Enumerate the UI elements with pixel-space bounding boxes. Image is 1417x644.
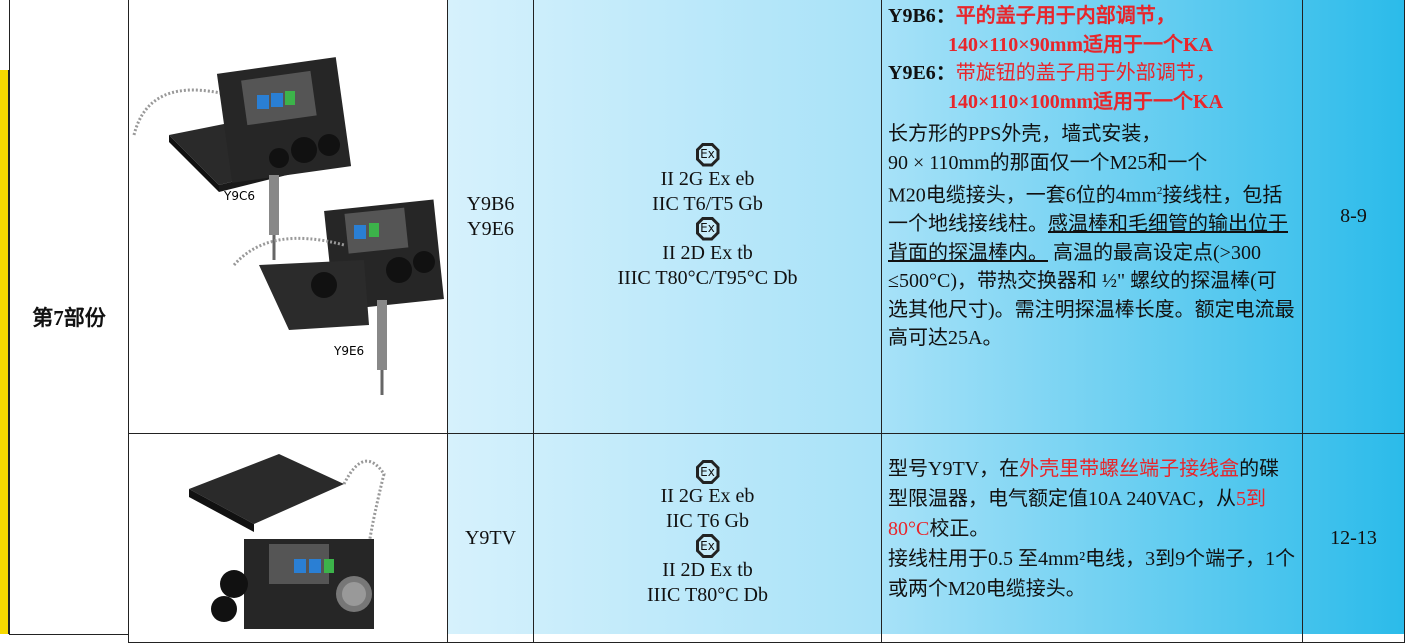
cert-line: II 2D Ex tb <box>662 559 753 581</box>
pages: 12-13 <box>1330 526 1377 549</box>
desc-text: 5到80°C <box>888 488 1266 540</box>
ex-mark: Ex <box>695 216 720 241</box>
desc-text: Y9B6： <box>888 5 956 27</box>
desc-text: M20电缆接头，一套6位的4mm <box>888 184 1157 207</box>
device-y9c6: Y9C6 <box>132 57 352 260</box>
cert-cell: Ex II 2G Ex eb IIC T6/T5 Gb Ex II 2D Ex … <box>533 0 882 434</box>
product-image <box>128 433 448 643</box>
product-image: Y9C6 Y9E6 <box>128 0 448 434</box>
cert-line: II 2G Ex eb <box>660 485 755 507</box>
ex-mark-text: Ex <box>698 463 717 481</box>
ex-mark-text: Ex <box>698 219 717 238</box>
model: Y9TV <box>464 526 517 549</box>
pages-cell: 12-13 <box>1302 433 1405 643</box>
desc-text: 140×110×90mm适用于一个KA <box>948 33 1214 56</box>
device-y9e6: Y9E6 <box>232 199 444 395</box>
desc-text: 校正。 <box>929 518 990 540</box>
pages-cell: 8-9 <box>1302 0 1405 434</box>
pages: 8-9 <box>1340 205 1367 227</box>
desc-text: 平的盖子用于内部调节， <box>955 5 1176 27</box>
description-cell: Y9B6：平的盖子用于内部调节， 140×110×90mm适用于一个KA Y9E… <box>881 0 1303 434</box>
desc-text: 的碟型限温器，电气额定值10A 240VAC，从 <box>888 458 1280 510</box>
model: Y9E6 <box>467 217 514 240</box>
desc-sup: 2 <box>1156 185 1163 197</box>
model: Y9B6 <box>466 192 515 215</box>
product-illustration: Y9C6 Y9E6 <box>132 57 444 395</box>
cert-cell: Ex II 2G Ex eb IIC T6 Gb Ex II 2D Ex tb … <box>533 433 882 643</box>
ex-mark-text: Ex <box>698 537 717 555</box>
cert-line: II 2G Ex eb <box>660 167 755 190</box>
desc-text: 带旋钮的盖子用于外部调节， <box>955 62 1216 84</box>
desc-text: 接线柱，包括一个地线接线柱。 <box>888 184 1283 236</box>
cert-line: IIIC T80°C/T95°C Db <box>617 266 798 289</box>
section-title: 第7部份 <box>32 306 106 330</box>
desc-text: 型号Y9TV，在 <box>888 458 1020 480</box>
model-cell: Y9TV <box>447 433 534 643</box>
desc-text: 高温的最高设定点(>300 ≤500°C)，带热交换器和 ½" 螺纹的探温棒(可… <box>888 241 1295 350</box>
cert-line: IIC T6 Gb <box>666 510 749 532</box>
ex-mark: Ex <box>695 534 720 558</box>
cert-line: IIC T6/T5 Gb <box>652 192 763 215</box>
image-label: Y9C6 <box>223 189 255 203</box>
cert-line: II 2D Ex tb <box>662 241 753 264</box>
desc-text: Y9E6： <box>888 62 956 84</box>
desc-text: 接线柱用于0.5 至4mm²电线，3到9个端子，1个或两个M20电缆接头。 <box>888 548 1296 600</box>
ex-mark: Ex <box>695 142 720 167</box>
model-cell: Y9B6 Y9E6 <box>447 0 534 434</box>
desc-text: 140×110×100mm适用于一个KA <box>948 90 1224 113</box>
side-tab <box>0 70 9 634</box>
cert-line: IIIC T80°C Db <box>647 584 768 606</box>
description-cell: 型号Y9TV，在外壳里带螺丝端子接线盒的碟型限温器，电气额定值10A 240VA… <box>881 433 1303 643</box>
product-illustration <box>189 454 386 629</box>
desc-text: 感温棒和毛细管的输出位于背面的探温棒内。 <box>888 213 1288 264</box>
desc-text: 长方形的PPS外壳，墙式安装， <box>888 123 1162 145</box>
image-label: Y9E6 <box>333 344 364 358</box>
section-cell: 第7部份 <box>9 0 129 635</box>
desc-text: 90 × 110mm的那面仅一个M25和一个 <box>888 151 1208 174</box>
ex-mark: Ex <box>695 460 720 484</box>
ex-mark-text: Ex <box>698 145 717 164</box>
desc-text: 外壳里带螺丝端子接线盒 <box>1019 458 1240 480</box>
table-background <box>447 0 1405 634</box>
